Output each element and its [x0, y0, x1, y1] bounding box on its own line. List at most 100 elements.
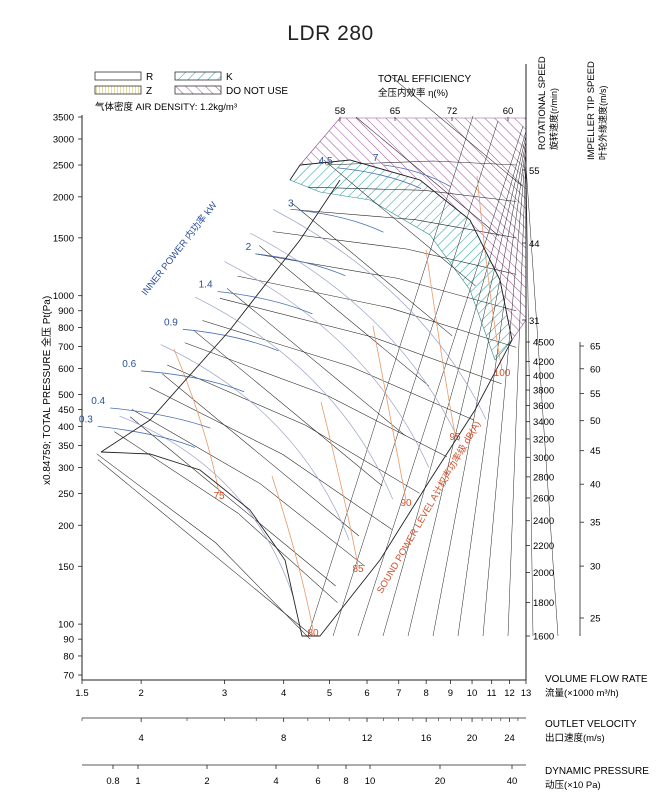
y-tick-label: 3500 [53, 113, 74, 124]
rotational-speed-tick-label: 3000 [533, 453, 554, 464]
dynamic-tick-label: 20 [435, 776, 446, 787]
y-tick-label: 450 [58, 405, 74, 416]
inner-power-curve [298, 209, 384, 233]
system-grid-line [291, 202, 453, 337]
rotational-speed-tick-label: 1800 [533, 598, 554, 609]
system-grid-line [97, 459, 313, 637]
tip-speed-tick-label: 65 [590, 342, 601, 353]
legend-r-swatch [94, 71, 142, 81]
x-tick-label: 6 [364, 688, 369, 699]
velocity-tick-label: 12 [362, 733, 373, 744]
speed-grid-line [131, 409, 365, 567]
inner-power-curve [217, 291, 313, 315]
legend-k-swatch [174, 71, 222, 81]
system-grid-line [162, 373, 360, 537]
legend-z-label: Z [146, 86, 152, 97]
sound-power-label: 100 [494, 368, 511, 379]
operating-envelope [100, 159, 513, 637]
inner-power-curve [383, 164, 451, 187]
rotational-speed-tick-label: 4200 [533, 357, 554, 368]
diagonal-grid-line [525, 160, 534, 637]
y-tick-label: 1000 [53, 291, 74, 302]
y-tick-label: 80 [63, 651, 74, 662]
rotational-speed-tick-label: 2200 [533, 541, 554, 552]
inner-power-curve [110, 407, 211, 429]
x-tick-label: 13 [521, 688, 532, 699]
tip-speed-label-cn: 叶轮外缘速度(m/s) [597, 86, 608, 161]
sound-power-curve [271, 475, 314, 631]
inner-power-label: 0.9 [164, 317, 178, 328]
y-axis-title: x0.84759; TOTAL PRESSURE 全压 Pt(Pa) [40, 296, 53, 485]
sound-power-curve [372, 325, 407, 501]
tip-speed-tick-label: 55 [590, 389, 601, 400]
inner-power-curve [182, 328, 279, 352]
inner-power-curve [337, 167, 422, 189]
velocity-tick-label: 8 [281, 733, 286, 744]
sound-power-label: 90 [400, 498, 412, 509]
dynamic-tick-label: 2 [204, 776, 209, 787]
sound-power-label: 95 [449, 432, 461, 443]
y-tick-label: 1500 [53, 233, 74, 244]
inner-power-label: 0.3 [79, 414, 93, 425]
chart-title: LDR 280 [287, 22, 374, 45]
inner-power-label: 2 [246, 242, 252, 253]
rotational-speed-tick-label: 3200 [533, 434, 554, 445]
rotational-speed-tick-label: 2400 [533, 516, 554, 527]
rotational-speed-axis: 1600 1800 2000 2200 2400 2600 2800 3000 3200 3400… [525, 338, 554, 643]
dynamic-tick-label: 6 [315, 776, 320, 787]
flow-title-cn: 流量(×1000 m³/h) [545, 687, 619, 699]
inner-power-labels: 0.3 0.4 0.6 0.9 1.4 2 3 4.5 7 [79, 153, 379, 425]
rotational-speed-tick-label: 2800 [533, 472, 554, 483]
efficiency-curve [272, 209, 487, 420]
tip-speed-tick-label: 60 [590, 364, 601, 375]
x-axis-ticks: 1.5 2 3 4 5 6 7 8 9 10 11 12 13 [75, 680, 531, 699]
velocity-title-cn: 出口速度(m/s) [545, 732, 605, 744]
rotational-speed-label-en: ROTATIONAL SPEED [537, 56, 548, 150]
system-grid-line [194, 330, 383, 487]
rotational-speed-tick-label: 2000 [533, 568, 554, 579]
y-tick-label: 150 [58, 562, 74, 573]
tip-speed-label-en: IMPELLER TIP SPEED [586, 61, 597, 160]
efficiency-curve [250, 232, 460, 442]
speed-grid-line [308, 186, 517, 202]
sound-power-title: SOUND POWER LEVEL A计权声功率级 dB(A) [374, 419, 483, 596]
diagonal-grid-line [507, 155, 527, 637]
speed-grid-line [167, 364, 420, 494]
efficiency-curve [224, 261, 430, 468]
x-tick-label: 2 [139, 688, 144, 699]
dynamic-pressure-axis: 0.8 1 2 4 6 8 10 20 40 [82, 764, 526, 787]
dynamic-tick-label: 4 [273, 776, 278, 787]
dynamic-tick-label: 10 [365, 776, 376, 787]
diagonal-grid-line [407, 135, 527, 637]
efficiency-ticks: 58 65 72 60 [335, 106, 513, 121]
diagonal-grid-line [307, 115, 474, 637]
legend-dnu-label: DO NOT USE [226, 86, 288, 97]
y-tick-label: 90 [63, 635, 74, 646]
y-tick-label: 2000 [53, 192, 74, 203]
y-tick-label: 700 [58, 342, 74, 353]
system-grid-line [323, 159, 476, 287]
tip-speed-tick-label: 35 [590, 518, 601, 529]
speed-grid-line [237, 275, 517, 348]
sound-power-curve [425, 249, 456, 435]
tip-speed-high-label: 55 [529, 166, 540, 177]
y-tick-label: 3000 [53, 134, 74, 145]
inner-power-label: 4.5 [319, 156, 333, 167]
rotational-speed-tick-label: 4000 [533, 371, 554, 382]
y-tick-label: 900 [58, 306, 74, 317]
sound-power-curve [320, 401, 359, 567]
velocity-title-en: OUTLET VELOCITY [545, 719, 637, 730]
diagonal-grid-line [482, 150, 527, 637]
tip-speed-high-label: 44 [529, 239, 540, 250]
x-tick-label: 4 [281, 688, 286, 699]
inner-power-label: 3 [288, 198, 294, 209]
x-tick-label: 3 [222, 688, 227, 699]
air-density-label: 气体密度 AIR DENSITY: 1.2kg/m³ [95, 101, 237, 113]
y-tick-label: 800 [58, 323, 74, 334]
x-tick-label: 10 [467, 688, 478, 699]
inner-power-curves [97, 164, 451, 448]
x-tick-label: 11 [487, 688, 497, 699]
rotational-speed-tick-label: 2600 [533, 493, 554, 504]
x-tick-label: 5 [327, 688, 332, 699]
